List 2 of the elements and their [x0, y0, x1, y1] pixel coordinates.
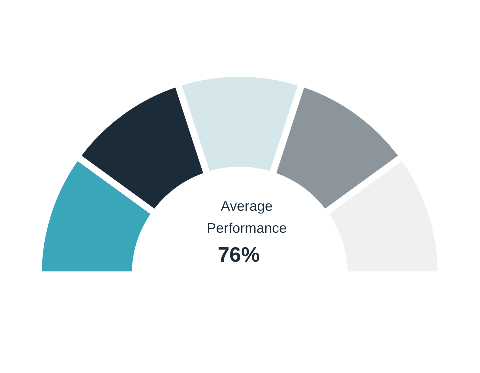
- text: 76%: [218, 244, 260, 267]
- text: Average Performance: [206, 198, 288, 236]
